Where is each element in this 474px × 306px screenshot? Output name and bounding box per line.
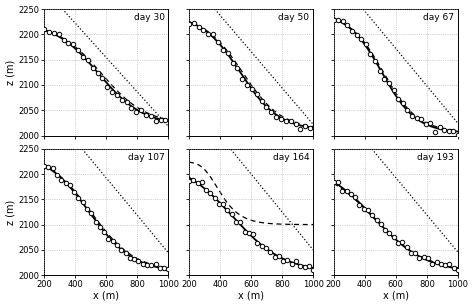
- Text: day 30: day 30: [134, 13, 165, 22]
- Y-axis label: z (m): z (m): [6, 199, 16, 225]
- Y-axis label: z (m): z (m): [6, 60, 16, 85]
- Text: day 193: day 193: [418, 152, 454, 162]
- X-axis label: x (m): x (m): [93, 290, 119, 300]
- Text: day 107: day 107: [128, 152, 165, 162]
- Text: day 164: day 164: [273, 152, 310, 162]
- Text: day 50: day 50: [279, 13, 310, 22]
- Text: day 67: day 67: [423, 13, 454, 22]
- X-axis label: x (m): x (m): [238, 290, 264, 300]
- X-axis label: x (m): x (m): [383, 290, 409, 300]
